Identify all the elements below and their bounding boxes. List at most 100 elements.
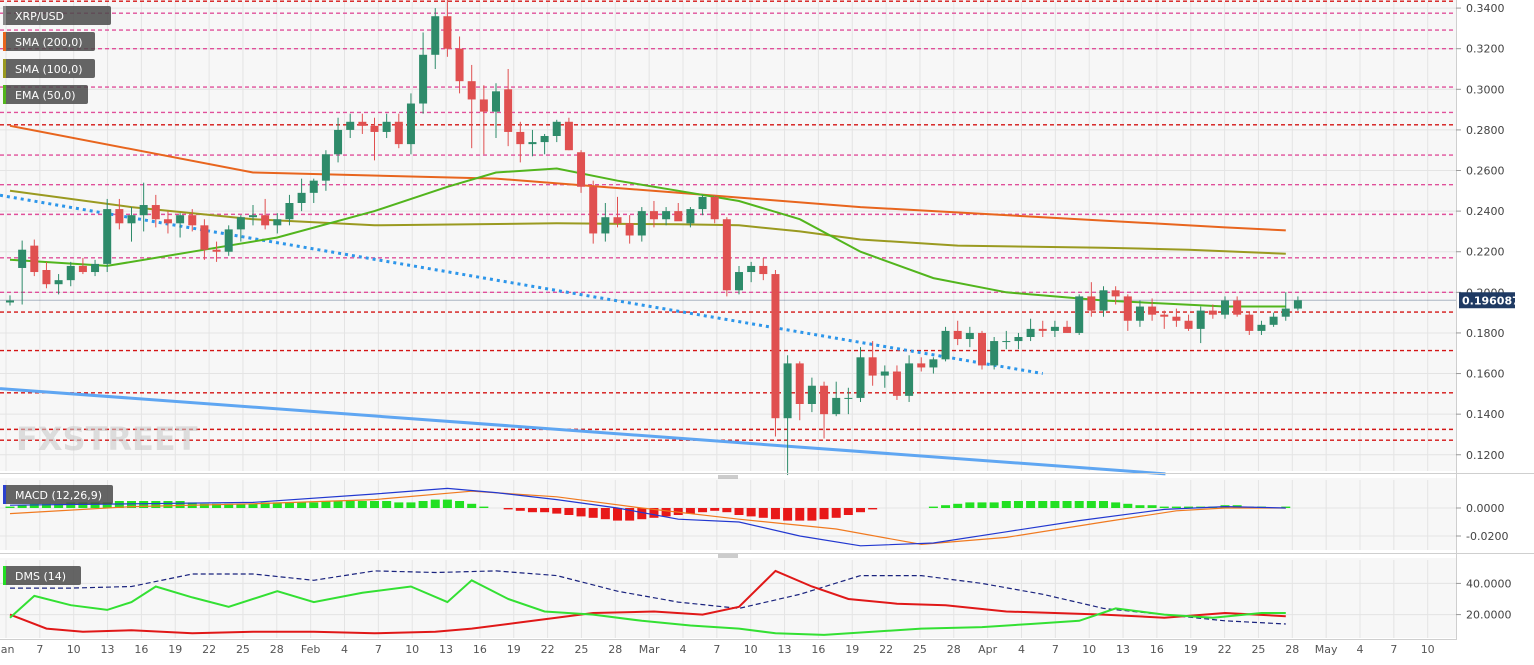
candle xyxy=(334,117,343,163)
candle xyxy=(1038,320,1047,337)
candle xyxy=(783,355,792,476)
x-tick-label: Mar xyxy=(639,643,660,656)
candle xyxy=(552,119,561,143)
macd-histogram-bar xyxy=(807,508,817,521)
x-tick-label: 25 xyxy=(913,643,927,656)
y-tick-label: 0.1600 xyxy=(1466,368,1505,381)
legend-sma100[interactable]: SMA (100,0) xyxy=(3,59,95,78)
y-tick-label: -0.0200 xyxy=(1466,530,1508,543)
macd-histogram-bar xyxy=(953,503,963,508)
legend-ema50[interactable]: EMA (50,0) xyxy=(3,85,88,104)
macd-histogram-bar xyxy=(151,501,161,508)
candle-body xyxy=(382,121,391,132)
x-tick-label: 22 xyxy=(541,643,555,656)
y-tick-label: 0.1400 xyxy=(1466,408,1505,421)
x-tick-label: 19 xyxy=(507,643,521,656)
macd-histogram-bar xyxy=(29,503,39,508)
macd-histogram-bar xyxy=(1184,506,1194,508)
candle-body xyxy=(917,363,926,368)
candle-body xyxy=(613,217,622,224)
candle xyxy=(1184,314,1193,331)
macd-histogram-bar xyxy=(224,503,234,508)
candle-body xyxy=(297,192,306,203)
legend-symbol[interactable]: XRP/USD xyxy=(3,6,111,25)
candle-body xyxy=(807,385,816,404)
macd-histogram-bar xyxy=(819,508,829,520)
candle-body xyxy=(880,371,889,376)
legend-macd-label: MACD (12,26,9) xyxy=(15,489,102,502)
candle-body xyxy=(1184,320,1193,329)
candle-body xyxy=(941,330,950,360)
candle-body xyxy=(1293,300,1302,309)
macd-histogram-bar xyxy=(442,499,452,508)
macd-histogram-bar xyxy=(17,505,27,508)
candle-body xyxy=(1196,310,1205,329)
legend-sma200[interactable]: SMA (200,0) xyxy=(3,32,95,51)
candle xyxy=(127,207,136,242)
candle-body xyxy=(528,142,537,145)
candle-body xyxy=(674,211,683,222)
candle-body xyxy=(589,186,598,234)
candle-body xyxy=(1221,300,1229,315)
macd-histogram-bar xyxy=(333,501,343,508)
macd-histogram-bar xyxy=(199,503,209,508)
candle-body xyxy=(649,211,658,220)
candle-body xyxy=(139,205,148,216)
y-axis-ticks: 0.3400 0.3200 0.3000 0.2800 0.2600 0.2400 0.22… xyxy=(1456,2,1512,622)
candle-body xyxy=(868,357,877,376)
legend-symbol-label: XRP/USD xyxy=(15,10,64,23)
candle xyxy=(78,257,87,275)
candle xyxy=(176,213,185,238)
macd-histogram-bar xyxy=(515,508,525,511)
x-tick-label: Feb xyxy=(301,643,320,656)
candle xyxy=(309,178,318,203)
candle xyxy=(990,337,999,370)
x-tick-label: 16 xyxy=(811,643,825,656)
candle xyxy=(139,182,148,232)
dms-resize-handle[interactable] xyxy=(718,554,738,558)
macd-resize-handle[interactable] xyxy=(718,475,738,479)
candle xyxy=(1160,310,1169,329)
candle xyxy=(42,261,51,289)
candle-body xyxy=(467,81,476,100)
candle xyxy=(1148,298,1157,321)
candle xyxy=(455,36,464,94)
candle xyxy=(479,85,488,155)
y-tick-label: 0.1200 xyxy=(1466,449,1505,462)
macd-histogram-bar xyxy=(698,508,708,513)
candle-body xyxy=(492,91,500,112)
candle-body xyxy=(1111,290,1120,297)
candle-body xyxy=(662,211,671,220)
macd-histogram-bar xyxy=(795,508,805,521)
candle-body xyxy=(516,131,525,145)
candle xyxy=(722,217,731,297)
candle xyxy=(151,194,160,228)
trendlines xyxy=(0,193,1166,476)
macd-histogram-bar xyxy=(856,508,865,513)
x-tick-label: 7 xyxy=(1052,643,1059,656)
candle-body xyxy=(1014,337,1023,342)
minus-di-line xyxy=(9,569,1286,635)
candle-body xyxy=(1002,341,1011,343)
candle xyxy=(540,133,549,155)
macd-histogram-bar xyxy=(479,506,489,508)
macd-histogram-bar xyxy=(1123,503,1133,508)
candle xyxy=(504,69,513,147)
macd-histogram-bar xyxy=(1062,501,1072,508)
legend-macd[interactable]: MACD (12,26,9) xyxy=(3,485,113,504)
candle-body xyxy=(1172,316,1181,321)
legend-sma100-label: SMA (100,0) xyxy=(15,63,83,76)
macd-histogram-bar xyxy=(661,508,671,517)
legend-dms[interactable]: DMS (14) xyxy=(3,566,81,585)
candle xyxy=(601,203,610,242)
macd-histogram-bar xyxy=(637,508,647,520)
candle-body xyxy=(334,129,343,155)
macd-histogram-bar xyxy=(977,502,987,508)
macd-histogram-bar xyxy=(357,501,367,508)
candle-body xyxy=(1123,296,1132,321)
x-tick-label: 28 xyxy=(608,643,622,656)
candle xyxy=(321,150,330,191)
candle-body xyxy=(358,121,367,126)
candle-body xyxy=(212,249,221,252)
